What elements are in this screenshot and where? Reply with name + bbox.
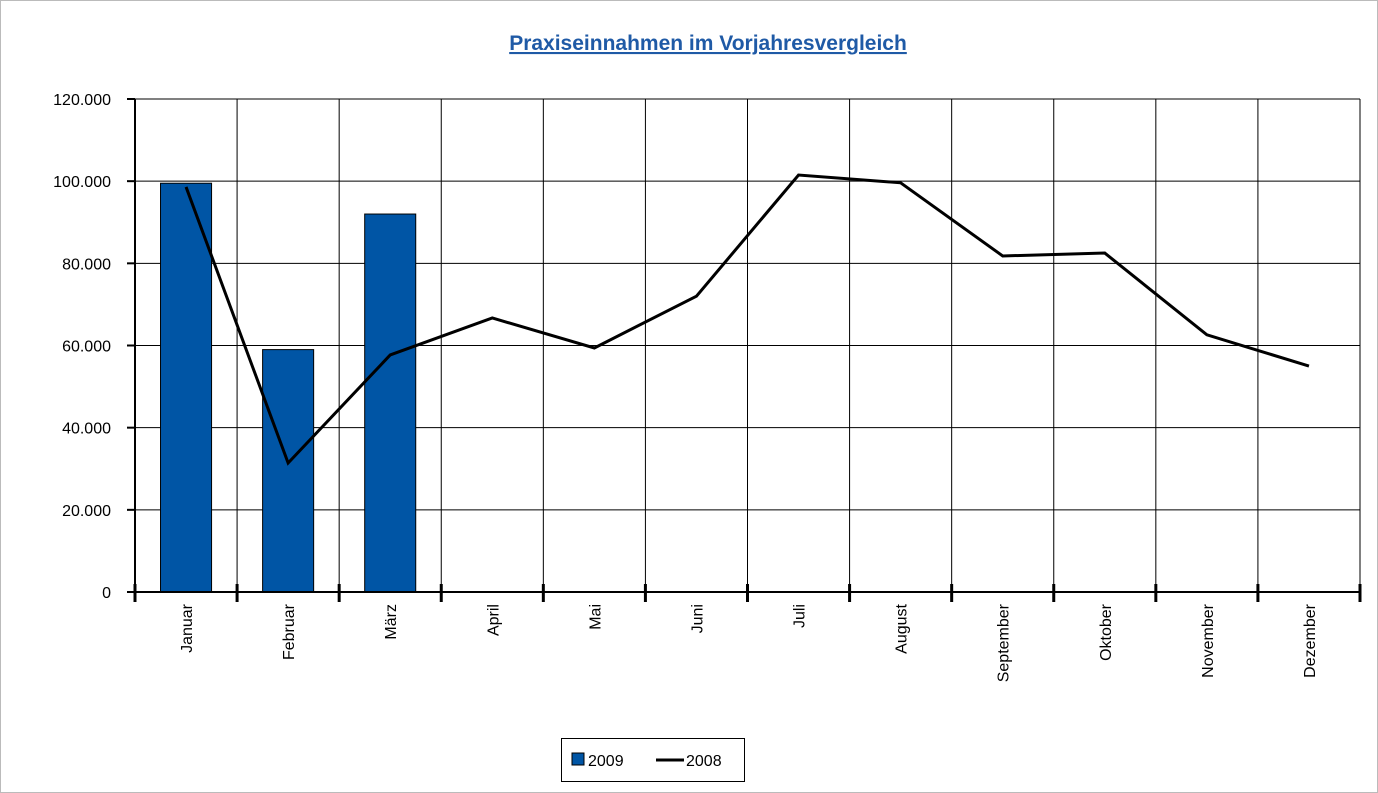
bar: [160, 182, 213, 593]
bar: [364, 213, 417, 593]
line-series: [184, 173, 1310, 466]
x-tick-label: September: [996, 603, 1013, 682]
x-tick-label: November: [1200, 603, 1217, 677]
legend: 2009 2008: [561, 738, 745, 782]
y-tick-label: 120.000: [53, 92, 111, 109]
y-tick-label: 60.000: [62, 339, 111, 356]
y-tick-label: 0: [102, 585, 111, 602]
y-tick-label: 40.000: [62, 421, 111, 438]
x-tick-label: Januar: [179, 603, 196, 653]
y-tick-label: 80.000: [62, 256, 111, 273]
legend-label: 2008: [686, 753, 722, 770]
legend-swatch: [571, 752, 585, 766]
y-tick-label: 100.000: [53, 174, 111, 191]
x-tick-label: März: [383, 604, 400, 640]
x-tick-label: Oktober: [1098, 603, 1115, 661]
x-tick-label: Juli: [792, 604, 809, 628]
legend-box: [561, 738, 745, 782]
x-tick-label: Juni: [689, 604, 706, 633]
chart-title: Praxiseinnahmen im Vorjahresvergleich: [509, 32, 907, 55]
x-tick-label: Februar: [281, 603, 298, 660]
x-tick-label: Mai: [587, 604, 604, 630]
x-tick-label: August: [894, 603, 911, 653]
legend-label: 2009: [588, 753, 624, 770]
y-tick-label: 20.000: [62, 503, 111, 520]
x-tick-label: Dezember: [1302, 603, 1319, 677]
bar: [262, 349, 315, 593]
x-tick-label: April: [485, 604, 502, 636]
